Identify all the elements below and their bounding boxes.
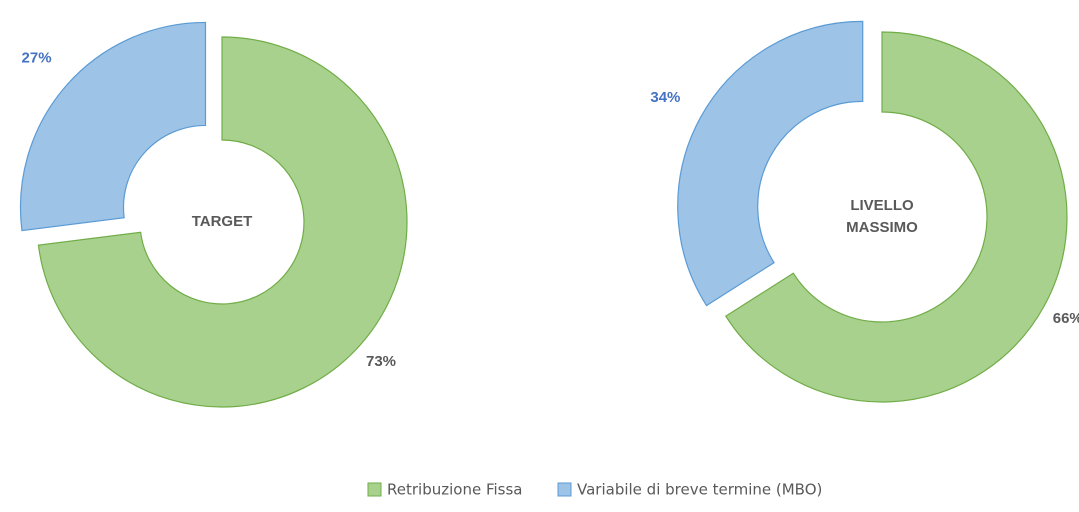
legend-label: Retribuzione Fissa <box>387 481 522 499</box>
value-label: 34% <box>650 89 680 106</box>
value-label: 27% <box>22 49 52 66</box>
center-label: TARGET <box>191 213 253 230</box>
value-label: 66% <box>1053 310 1079 327</box>
legend-label: Variabile di breve termine (MBO) <box>577 481 822 499</box>
donut-segment <box>724 31 1068 403</box>
donut-segment <box>37 36 408 408</box>
donut-segment <box>19 21 207 232</box>
legend-swatch <box>557 482 572 497</box>
legend-swatch <box>367 482 382 497</box>
value-label: 73% <box>366 353 396 370</box>
donut-segment <box>677 20 864 307</box>
center-label: LIVELLO MASSIMO <box>846 197 918 236</box>
